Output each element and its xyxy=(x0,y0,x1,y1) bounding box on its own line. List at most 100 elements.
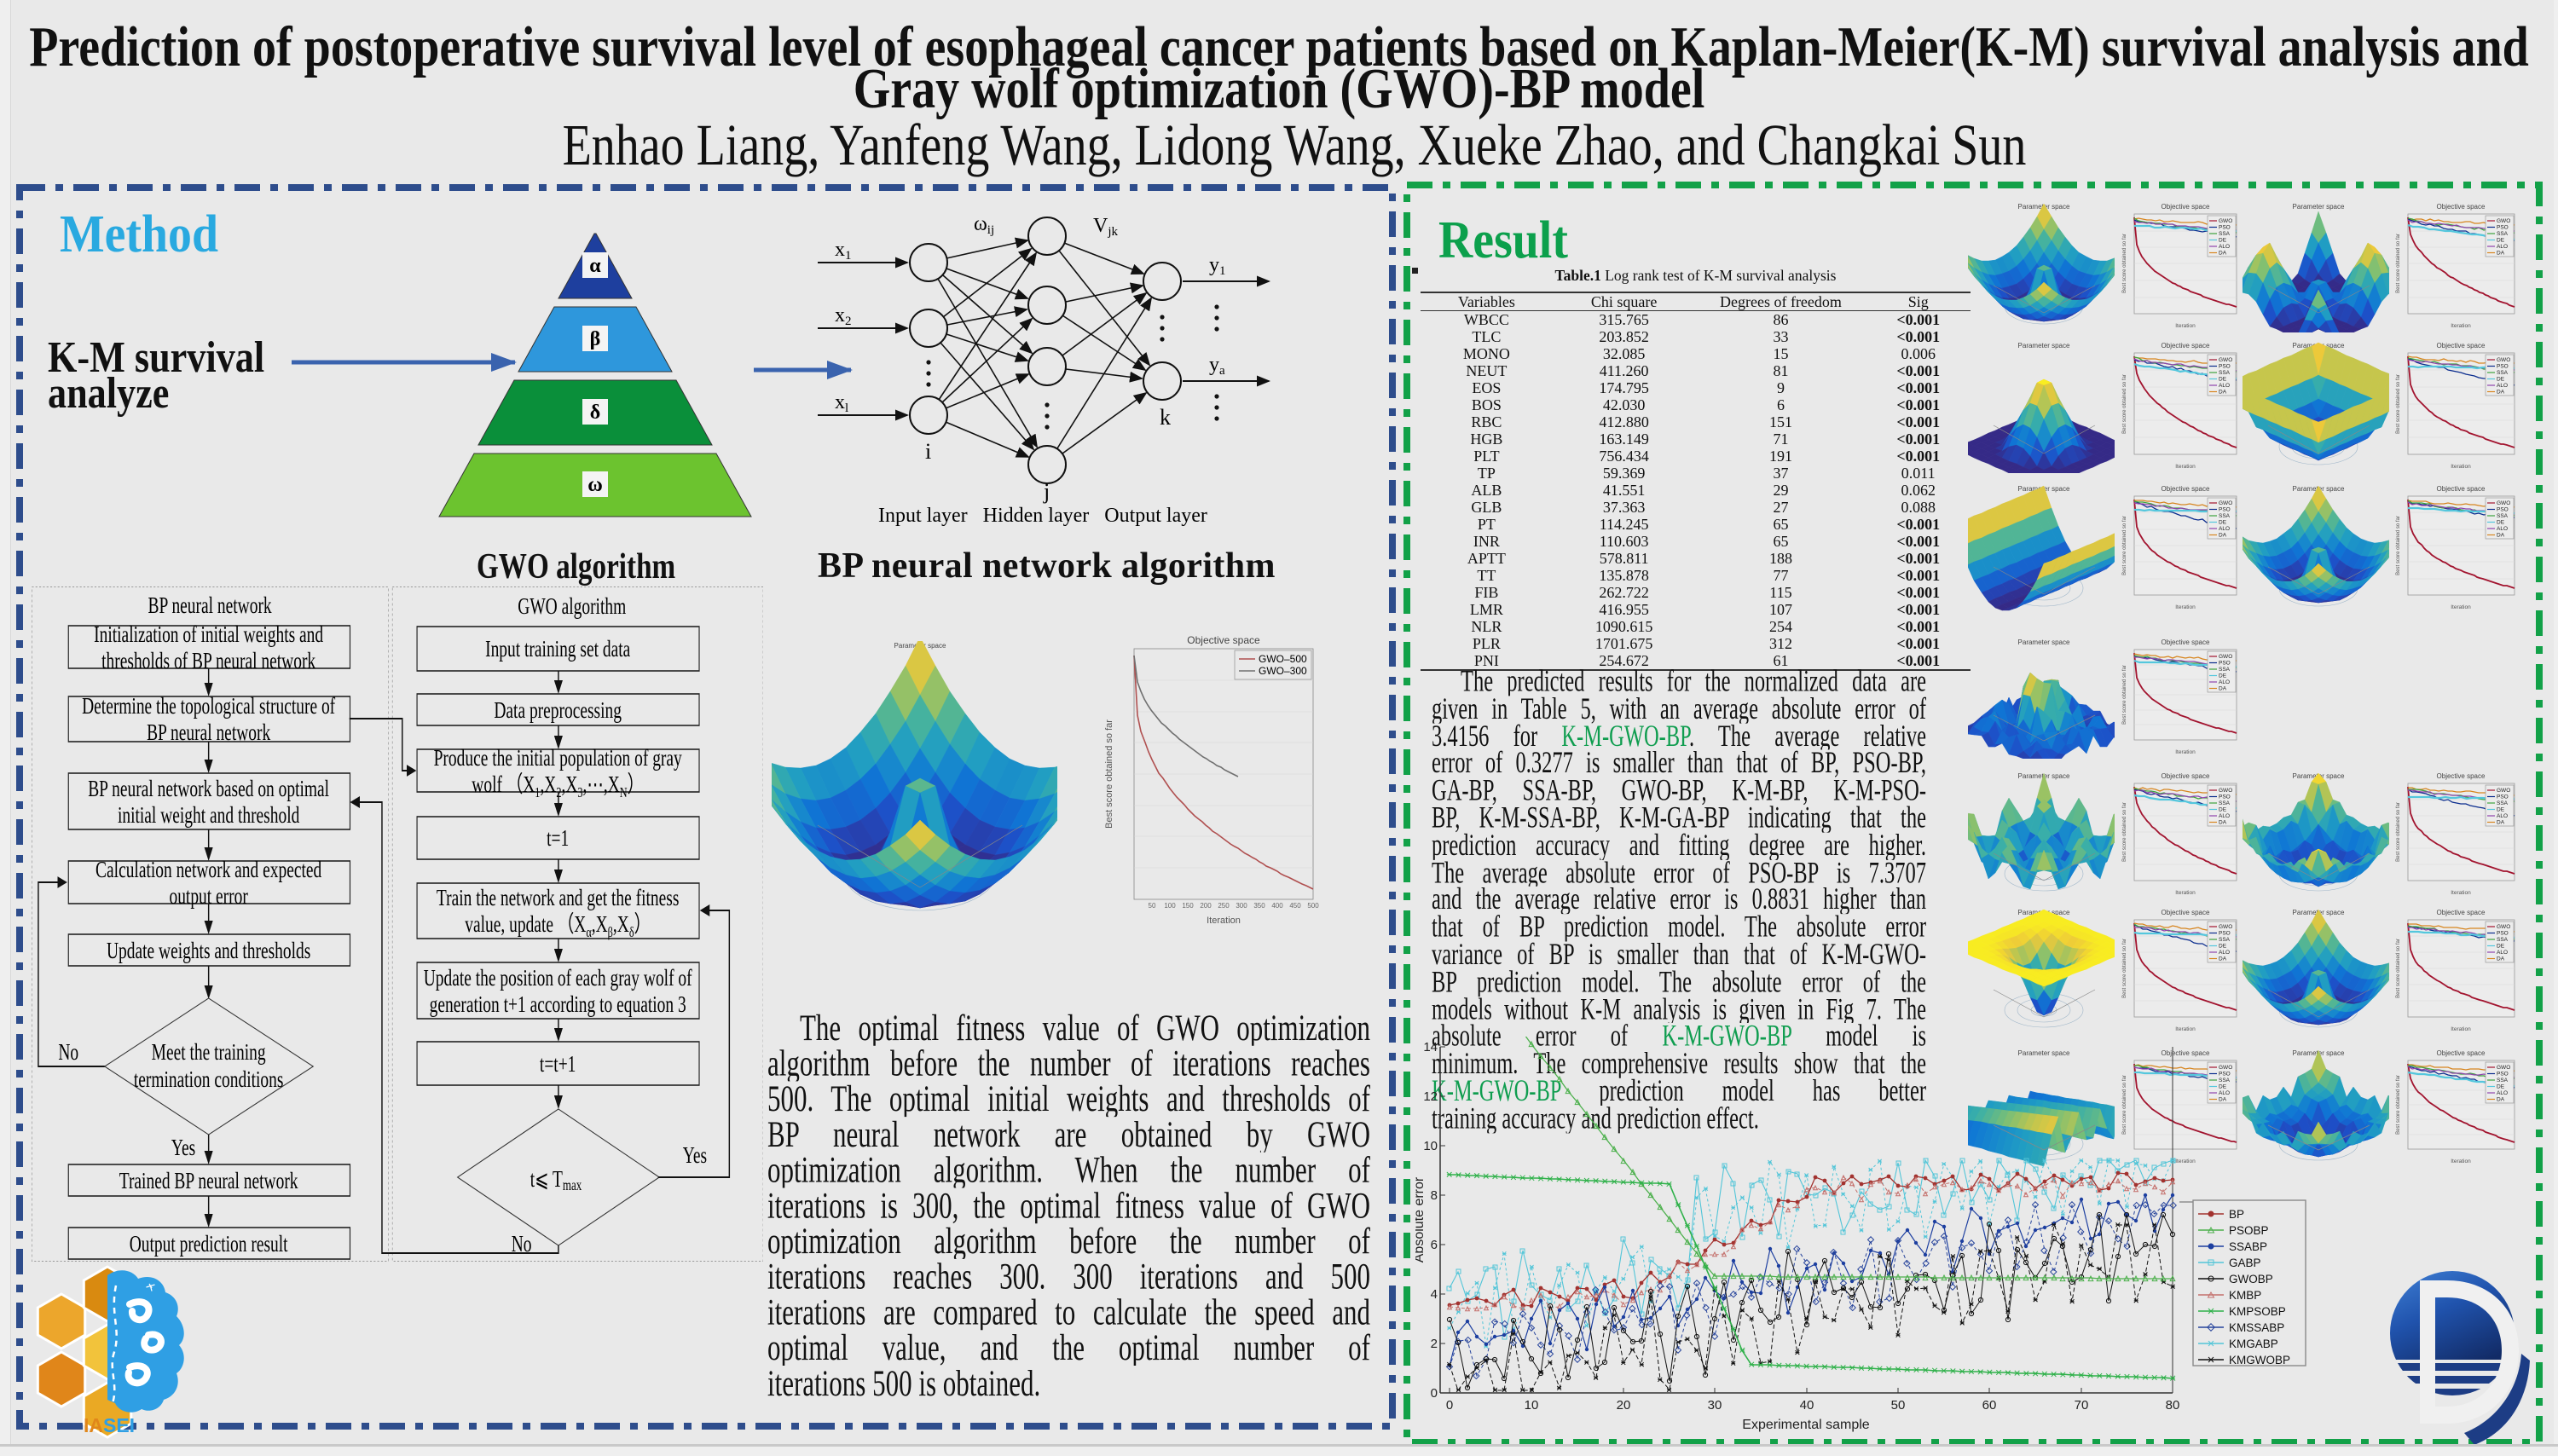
svg-text:Parameter space: Parameter space xyxy=(2018,1049,2070,1057)
svg-text:DA: DA xyxy=(2497,251,2505,257)
svg-text:ω: ω xyxy=(587,474,603,496)
svg-text:Update the position of each gr: Update the position of each gray wolf of xyxy=(424,966,692,991)
svg-text:DA: DA xyxy=(2497,956,2505,962)
svg-text:SSA: SSA xyxy=(2497,370,2509,376)
svg-text:DE: DE xyxy=(2497,1084,2505,1090)
svg-text:k: k xyxy=(1160,405,1171,430)
svg-text:GWO: GWO xyxy=(2497,788,2510,794)
svg-text:Objective space: Objective space xyxy=(1187,635,1260,646)
svg-text:SSA: SSA xyxy=(2219,800,2231,806)
svg-text:SSA: SSA xyxy=(2219,231,2231,237)
svg-text:GWO: GWO xyxy=(2219,500,2232,506)
svg-text:SSA: SSA xyxy=(2219,1078,2231,1083)
svg-text:DE: DE xyxy=(2497,238,2505,244)
svg-text:Best score obtained so far: Best score obtained so far xyxy=(2122,665,2127,725)
svg-text:Best score obtained so far: Best score obtained so far xyxy=(2396,234,2401,293)
svg-text:ya: ya xyxy=(1209,354,1225,378)
svg-text:IASEI: IASEI xyxy=(84,1414,135,1436)
svg-text:DE: DE xyxy=(2219,1084,2227,1090)
svg-text:BP neural network: BP neural network xyxy=(148,593,272,619)
svg-text:ALO: ALO xyxy=(2497,526,2508,532)
svg-text:PSO: PSO xyxy=(2219,507,2231,513)
svg-text:Best score obtained so far: Best score obtained so far xyxy=(2396,802,2401,862)
svg-text:ALO: ALO xyxy=(2219,383,2230,389)
svg-text:450: 450 xyxy=(1289,902,1301,910)
svg-text:20: 20 xyxy=(1617,1398,1631,1413)
svg-text:Absolute error: Absolute error xyxy=(1415,1176,1427,1262)
svg-text:Data preprocessing: Data preprocessing xyxy=(494,698,622,724)
svg-text:DE: DE xyxy=(2219,238,2227,244)
svg-text:No: No xyxy=(58,1040,78,1066)
svg-text:Determine the topological stru: Determine the topological structure of xyxy=(82,694,335,719)
svg-text:Yes: Yes xyxy=(683,1143,707,1169)
svg-text:250: 250 xyxy=(1218,902,1230,910)
svg-text:Objective space: Objective space xyxy=(2162,342,2210,350)
svg-text:value, update （Xα,Xβ,Xδ）: value, update （Xα,Xβ,Xδ） xyxy=(465,912,651,941)
svg-text:DA: DA xyxy=(2219,251,2227,257)
svg-text:Objective space: Objective space xyxy=(2437,342,2486,350)
svg-text:14: 14 xyxy=(1423,1040,1438,1054)
svg-text:GWO algorithm: GWO algorithm xyxy=(518,594,626,620)
svg-text:Best score obtained so far: Best score obtained so far xyxy=(2396,1075,2401,1135)
svg-text:ALO: ALO xyxy=(2219,244,2230,250)
svg-text:generation t+1 according to eq: generation t+1 according to equation 3 xyxy=(430,992,686,1018)
svg-text:40: 40 xyxy=(1800,1398,1814,1413)
svg-text:PSO: PSO xyxy=(2497,364,2509,370)
svg-text:Objective space: Objective space xyxy=(2437,485,2486,493)
svg-text:Iteration: Iteration xyxy=(2451,604,2471,610)
svg-text:Best score obtained so far: Best score obtained so far xyxy=(2122,939,2127,998)
svg-text:α: α xyxy=(589,255,601,277)
svg-text:Update weights and thresholds: Update weights and thresholds xyxy=(107,939,310,964)
svg-text:SSA: SSA xyxy=(2497,231,2509,237)
svg-text:ALO: ALO xyxy=(2497,383,2508,389)
svg-text:Iteration: Iteration xyxy=(1207,916,1241,926)
svg-text:SSABP: SSABP xyxy=(2229,1240,2267,1253)
svg-text:0: 0 xyxy=(1446,1398,1453,1413)
svg-text:DE: DE xyxy=(2219,520,2227,526)
svg-text:Iteration: Iteration xyxy=(2175,604,2196,610)
svg-text:SSA: SSA xyxy=(2497,937,2509,943)
svg-text:i: i xyxy=(925,439,931,464)
svg-text:Best score obtained so far: Best score obtained so far xyxy=(2122,374,2127,434)
svg-text:GWO: GWO xyxy=(2497,500,2510,506)
svg-text:4: 4 xyxy=(1431,1287,1438,1302)
svg-text:SSA: SSA xyxy=(2497,800,2509,806)
svg-text:KMBP: KMBP xyxy=(2229,1289,2261,1302)
svg-text:GWO: GWO xyxy=(2497,924,2510,930)
svg-text:PSO: PSO xyxy=(2497,507,2509,513)
svg-text:Best score obtained so far: Best score obtained so far xyxy=(2122,234,2127,293)
svg-text:β: β xyxy=(590,328,601,350)
svg-text:Input layer Hidden layer O: Input layer Hidden layer Output layer xyxy=(878,505,1207,527)
svg-text:PSO: PSO xyxy=(2219,1072,2231,1078)
svg-text:100: 100 xyxy=(1164,902,1176,910)
svg-text:Iteration: Iteration xyxy=(2451,323,2471,329)
svg-text:Parameter space: Parameter space xyxy=(2018,342,2070,350)
svg-text:GWO–500: GWO–500 xyxy=(1259,653,1307,665)
svg-text:Objective space: Objective space xyxy=(2162,203,2210,211)
svg-text:SSA: SSA xyxy=(2219,513,2231,519)
svg-text:Objective space: Objective space xyxy=(2437,1049,2486,1057)
svg-text:Objective space: Objective space xyxy=(2437,203,2486,211)
svg-text:150: 150 xyxy=(1182,902,1194,910)
svg-text:SSA: SSA xyxy=(2219,667,2231,673)
svg-text:Vjk: Vjk xyxy=(1093,215,1119,239)
svg-text:DE: DE xyxy=(2219,807,2227,813)
svg-text:Objective space: Objective space xyxy=(2162,909,2210,916)
svg-text:y1: y1 xyxy=(1209,254,1226,278)
svg-text:DA: DA xyxy=(2219,686,2227,692)
svg-text:Best score obtained so far: Best score obtained so far xyxy=(1104,719,1114,829)
svg-text:70: 70 xyxy=(2075,1398,2089,1413)
svg-text:DA: DA xyxy=(2497,533,2505,539)
svg-text:GWOBP: GWOBP xyxy=(2229,1273,2273,1286)
svg-text:ALO: ALO xyxy=(2219,526,2230,532)
svg-text:DA: DA xyxy=(2219,1097,2227,1103)
svg-text:j: j xyxy=(1043,479,1050,504)
svg-text:KMSSABP: KMSSABP xyxy=(2229,1321,2284,1334)
svg-text:SSA: SSA xyxy=(2497,1078,2509,1083)
svg-text:SSA: SSA xyxy=(2219,937,2231,943)
svg-text:Best score obtained so far: Best score obtained so far xyxy=(2396,939,2401,998)
svg-text:No: No xyxy=(512,1232,532,1257)
svg-text:DA: DA xyxy=(2219,820,2227,826)
svg-text:DA: DA xyxy=(2219,956,2227,962)
svg-text:Iteration: Iteration xyxy=(2451,890,2471,896)
